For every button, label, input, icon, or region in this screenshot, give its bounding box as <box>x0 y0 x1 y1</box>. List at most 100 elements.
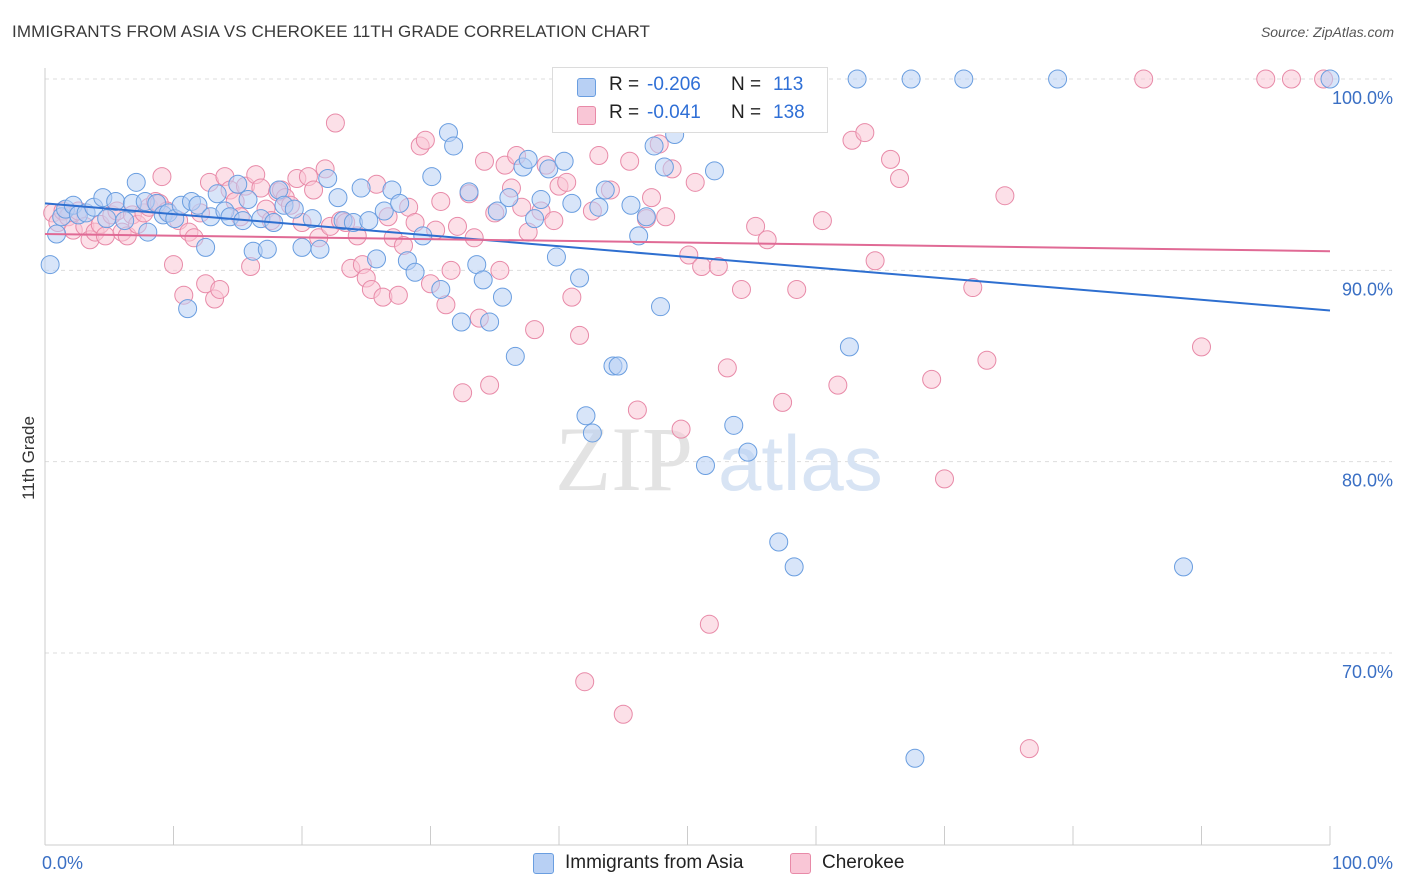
asia-point <box>374 201 394 221</box>
legend-row-cherokee: R = -0.041 N = 138 <box>577 102 827 128</box>
cherokee-point <box>757 230 777 250</box>
asia-point <box>1320 69 1340 89</box>
asia-point <box>480 312 500 332</box>
legend-n-value: 138 <box>773 102 805 123</box>
bottom-swatch-asia <box>533 853 554 874</box>
asia-point <box>115 211 135 231</box>
asia-point <box>451 312 471 332</box>
asia-point <box>492 287 512 307</box>
cherokee-point <box>717 358 737 378</box>
asia-point <box>318 168 338 188</box>
cherokee-point <box>1192 337 1211 357</box>
cherokee-point <box>589 146 609 166</box>
asia-point <box>525 209 545 229</box>
asia-point <box>562 193 582 213</box>
asia-point <box>704 161 724 181</box>
cherokee-point <box>890 168 910 188</box>
cherokee-point <box>304 180 324 200</box>
cherokee-point <box>544 211 564 231</box>
cherokee-point <box>490 260 510 280</box>
cherokee-point <box>708 257 728 277</box>
legend-r-value: -0.041 <box>647 102 701 123</box>
asia-point <box>654 157 674 177</box>
legend-r-label: R = <box>609 102 640 123</box>
watermark: ZIP atlas <box>555 408 883 510</box>
cherokee-point <box>935 469 954 489</box>
asia-point <box>644 136 664 156</box>
asia-point <box>576 406 596 426</box>
asia-point <box>228 174 248 194</box>
asia-point <box>954 69 974 89</box>
y-tick-label: 70.0% <box>1342 662 1393 682</box>
x-tick-label-min: 0.0% <box>42 853 83 873</box>
chart-title: IMMIGRANTS FROM ASIA VS CHEROKEE 11TH GR… <box>12 22 651 41</box>
x-tick-label-max: 100.0% <box>1332 853 1393 873</box>
asia-point <box>367 249 387 269</box>
asia-point <box>505 346 525 366</box>
asia-point <box>554 151 574 171</box>
cherokee-point <box>562 287 582 307</box>
asia-point <box>595 180 615 200</box>
asia-point <box>328 188 348 208</box>
asia-point <box>138 222 158 242</box>
trend-lines <box>44 202 1331 312</box>
stats-legend: R = -0.206 N = 113 R = -0.041 N = 138 <box>552 67 828 133</box>
cherokee-point <box>865 251 885 271</box>
asia-point <box>292 237 312 257</box>
cherokee-point <box>620 151 640 171</box>
cherokee-point <box>1281 69 1301 89</box>
bottom-label-asia: Immigrants from Asia <box>565 852 744 873</box>
asia-point <box>284 199 304 219</box>
asia-point <box>207 184 227 204</box>
cherokee-point <box>164 255 183 275</box>
legend-swatch-asia <box>577 78 596 97</box>
cherokee-point <box>388 285 408 305</box>
cherokee-point <box>447 216 467 236</box>
asia-point <box>582 423 602 443</box>
cherokee-point <box>773 392 793 412</box>
cherokee-point <box>431 191 451 211</box>
watermark-zip: ZIP <box>555 408 693 510</box>
asia-point <box>695 455 715 475</box>
asia-point <box>651 297 671 317</box>
cherokee-point <box>671 419 691 439</box>
asia-point <box>390 193 410 213</box>
bottom-swatch-cherokee <box>790 853 811 874</box>
y-tick-label: 100.0% <box>1332 88 1393 108</box>
y-tick-labels: 70.0% 80.0% 90.0% 100.0% <box>1332 88 1393 682</box>
asia-point <box>359 211 379 231</box>
cherokee-point <box>855 123 875 143</box>
y-tick-label: 80.0% <box>1342 471 1393 491</box>
asia-point <box>431 279 451 299</box>
asia-point <box>839 337 859 357</box>
asia-point <box>459 182 479 202</box>
cherokee-point <box>685 172 705 192</box>
cherokee-point <box>1134 69 1154 89</box>
axes <box>44 68 1331 846</box>
cherokee-point <box>995 186 1015 206</box>
bottom-label-cherokee: Cherokee <box>822 852 905 873</box>
cherokee-point <box>453 383 473 403</box>
cherokee-point <box>415 130 435 150</box>
asia-point <box>621 195 641 215</box>
cherokee-point <box>977 350 997 370</box>
asia-point <box>97 209 117 229</box>
y-tick-label: 90.0% <box>1342 279 1393 299</box>
asia-point <box>724 415 744 435</box>
asia-point <box>257 239 277 259</box>
asia-point <box>901 69 921 89</box>
cherokee-point <box>570 325 590 345</box>
cherokee-point <box>627 400 647 420</box>
asia-point <box>196 237 216 257</box>
legend-n-label: N = <box>731 102 762 123</box>
asia-point <box>188 195 208 215</box>
cherokee-point <box>699 614 719 634</box>
cherokee-point <box>95 226 115 246</box>
asia-point <box>589 197 609 217</box>
asia-point <box>518 149 538 169</box>
legend-swatch-cherokee <box>577 106 596 125</box>
cherokee-point <box>963 278 983 298</box>
asia-point <box>487 201 507 221</box>
cherokee-point <box>474 151 494 171</box>
